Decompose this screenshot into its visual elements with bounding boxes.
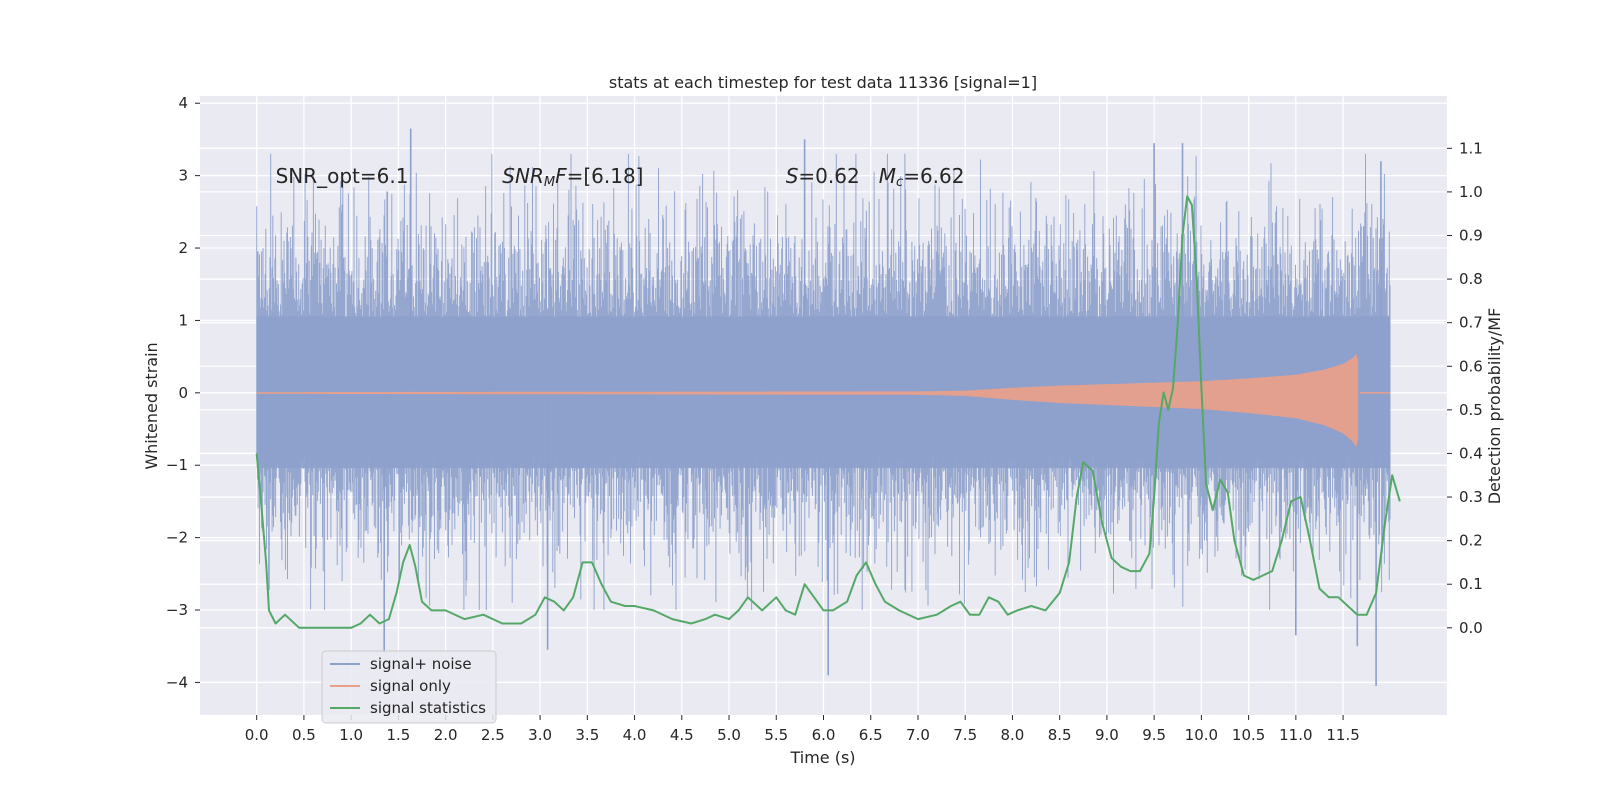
x-axis-label: Time (s)	[789, 748, 855, 767]
y2-tick-label-9: 0.9	[1459, 226, 1483, 244]
x-tick-label-14: 7.0	[906, 726, 930, 744]
annotation-0: SNR_opt=6.1	[276, 164, 409, 188]
annotations: SNR_opt=6.1 SNRMF=[6.18] S=0.62 Mc=6.62	[276, 164, 965, 190]
signal-only-series	[256, 354, 1391, 448]
y-tick-label-0: −4	[166, 673, 188, 691]
x-tick-label-17: 8.5	[1048, 726, 1072, 744]
x-tick-label-16: 8.0	[1001, 726, 1025, 744]
y2-tick-label-6: 0.6	[1459, 357, 1483, 375]
y2-axis-ticks: 0.0 0.1 0.2 0.3 0.4 0.5 0.6 0.7 0.8 0.9 1.0 1.1	[1447, 139, 1483, 637]
x-tick-label-8: 4.0	[623, 726, 647, 744]
y2-tick-label-4: 0.4	[1459, 444, 1483, 462]
y2-tick-label-2: 0.2	[1459, 532, 1483, 550]
y-tick-label-8: 4	[178, 94, 188, 112]
signal-noise-extremes	[383, 128, 1382, 686]
x-tick-label-19: 9.5	[1142, 726, 1166, 744]
y-tick-label-5: 1	[178, 311, 188, 329]
legend: signal+ noise signal only signal statist…	[321, 650, 497, 724]
x-tick-label-18: 9.0	[1095, 726, 1119, 744]
legend-label-signal-only: signal only	[370, 677, 451, 695]
x-tick-label-6: 3.0	[528, 726, 552, 744]
y2-tick-label-0: 0.0	[1459, 619, 1483, 637]
legend-label-signal-statistics: signal statistics	[370, 699, 486, 717]
x-tick-label-11: 5.5	[764, 726, 788, 744]
signal-only-envelope	[256, 354, 1359, 448]
legend-box	[321, 650, 497, 724]
x-axis-ticks: 0.0 0.5 1.0 1.5 2.0 2.5 3.0 3.5 4.0 4.5 5.0 5.5 6.0 6…	[245, 715, 1360, 744]
x-tick-label-20: 10.0	[1185, 726, 1218, 744]
x-tick-label-12: 6.0	[812, 726, 836, 744]
x-tick-label-3: 1.5	[386, 726, 410, 744]
annotation-2: S=0.62 Mc=6.62	[786, 164, 965, 190]
y-axis-ticks: −4 −3 −2 −1 0 1 2 3 4	[166, 94, 200, 691]
y-tick-label-4: 0	[178, 384, 188, 402]
y-axis-label: Whitened strain	[142, 342, 161, 469]
y2-tick-label-3: 0.3	[1459, 488, 1483, 506]
x-tick-label-10: 5.0	[717, 726, 741, 744]
x-tick-label-5: 2.5	[481, 726, 505, 744]
y2-tick-label-11: 1.1	[1459, 139, 1483, 157]
x-tick-label-4: 2.0	[434, 726, 458, 744]
x-tick-label-13: 6.5	[859, 726, 883, 744]
y-tick-label-6: 2	[178, 239, 188, 257]
annotation-1: SNRMF=[6.18]	[502, 164, 643, 190]
y2-axis-label: Detection probability/MF	[1485, 308, 1504, 505]
x-tick-label-21: 10.5	[1232, 726, 1265, 744]
y-tick-label-2: −2	[166, 529, 188, 547]
y-tick-label-7: 3	[178, 167, 188, 185]
x-tick-label-23: 11.5	[1326, 726, 1359, 744]
x-tick-label-22: 11.0	[1279, 726, 1312, 744]
y-tick-label-1: −3	[166, 601, 188, 619]
signal-statistics-line	[255, 195, 1401, 629]
x-tick-label-0: 0.0	[245, 726, 269, 744]
x-tick-label-2: 1.0	[339, 726, 363, 744]
chart-title: stats at each timestep for test data 113…	[609, 73, 1037, 92]
y2-tick-label-1: 0.1	[1459, 575, 1483, 593]
x-tick-label-9: 4.5	[670, 726, 694, 744]
y2-tick-label-8: 0.8	[1459, 270, 1483, 288]
y-tick-label-3: −1	[166, 456, 188, 474]
y2-tick-label-5: 0.5	[1459, 401, 1483, 419]
y2-tick-label-7: 0.7	[1459, 314, 1483, 332]
x-tick-label-7: 3.5	[575, 726, 599, 744]
signal-statistics-series	[255, 195, 1401, 629]
x-tick-label-1: 0.5	[292, 726, 316, 744]
x-tick-label-15: 7.5	[953, 726, 977, 744]
y2-tick-label-10: 1.0	[1459, 183, 1483, 201]
legend-label-signal-noise: signal+ noise	[370, 655, 472, 673]
plot-content	[255, 128, 1401, 686]
